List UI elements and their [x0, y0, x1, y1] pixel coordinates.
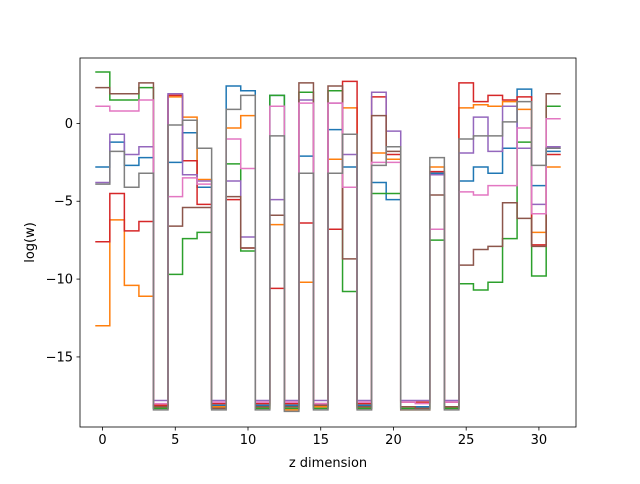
- x-axis: 0 5 10 15 20 25 30: [98, 427, 547, 448]
- series-line-8: [95, 94, 561, 413]
- y-axis-label: log(w): [23, 222, 38, 263]
- y-tick-label: −10: [46, 273, 73, 288]
- y-tick-label: 0: [65, 117, 73, 132]
- x-tick-label: 15: [312, 433, 329, 448]
- plot-frame: [79, 57, 577, 428]
- series-layer: [95, 71, 561, 413]
- x-axis-label: z dimension: [289, 456, 367, 471]
- x-tick-label: 5: [171, 433, 179, 448]
- x-tick-label: 0: [98, 433, 106, 448]
- y-tick-label: −5: [54, 195, 73, 210]
- x-tick-label: 10: [240, 433, 257, 448]
- x-tick-label: 20: [385, 433, 402, 448]
- series-line-6: [95, 82, 561, 410]
- x-tick-label: 30: [531, 433, 548, 448]
- y-axis: 0 −5 −10 −15: [46, 117, 80, 365]
- y-tick-label: −15: [46, 350, 73, 365]
- x-tick-label: 25: [458, 433, 475, 448]
